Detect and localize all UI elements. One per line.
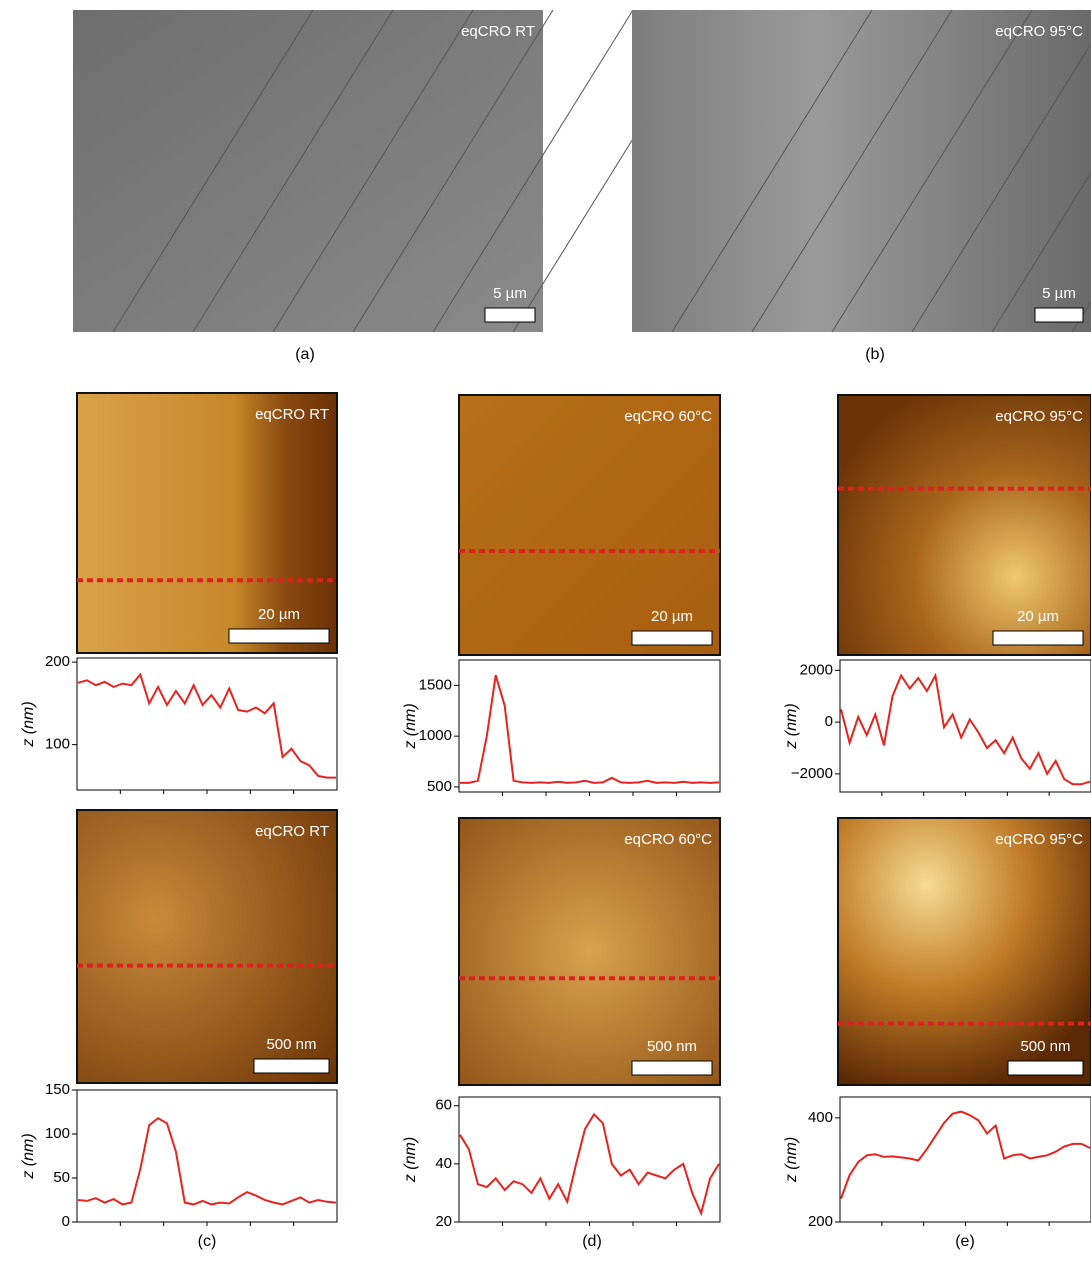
scale-bar xyxy=(632,1061,712,1075)
profile xyxy=(78,675,336,778)
profile xyxy=(78,1118,336,1204)
panel-label: eqCRO 60°C xyxy=(624,408,712,425)
plot-frame xyxy=(77,658,337,790)
profile xyxy=(460,675,719,783)
y-tick-label: 50 xyxy=(53,1169,70,1186)
scale-bar xyxy=(485,308,535,322)
plot-frame xyxy=(840,1097,1091,1222)
y-axis-label: z (nm) xyxy=(402,1137,419,1183)
y-tick-label: 1000 xyxy=(419,727,452,744)
micrograph: eqCRO RT 5 µm xyxy=(73,10,713,332)
micrograph: eqCRO 95°C 20 µm xyxy=(838,395,1091,655)
y-tick-label: 500 xyxy=(427,778,452,795)
scale-label: 5 µm xyxy=(1042,285,1076,302)
figure: eqCRO RT5 µmeqCRO 95°C5 µmeqCRO RT20 µme… xyxy=(0,0,1091,1257)
y-axis-label: z (nm) xyxy=(783,703,800,749)
panel-label: eqCRO 60°C xyxy=(624,831,712,848)
y-axis-label: z (nm) xyxy=(783,1137,800,1183)
y-tick-label: 100 xyxy=(45,736,70,753)
y-tick-label: 20 xyxy=(435,1213,452,1230)
y-tick-label: 2000 xyxy=(800,661,833,678)
scale-label: 20 µm xyxy=(1017,608,1059,625)
profile-chart: 20 40 60 z (nm) xyxy=(402,1097,720,1230)
panel-label: eqCRO 95°C xyxy=(995,23,1083,40)
caption: (e) xyxy=(955,1233,975,1250)
micrograph: eqCRO 60°C 20 µm xyxy=(459,395,720,655)
y-tick-label: 0 xyxy=(62,1213,70,1230)
scale-bar xyxy=(254,1059,329,1073)
profile xyxy=(841,676,1090,785)
caption: (b) xyxy=(865,346,885,363)
profile-chart: 200 400 z (nm) xyxy=(783,1097,1091,1230)
profile-chart: −2000 0 2000 z (nm) xyxy=(783,660,1091,796)
caption: (d) xyxy=(582,1233,602,1250)
y-tick-label: 200 xyxy=(808,1213,833,1230)
profile-chart: 100 200 z (nm) xyxy=(20,653,337,794)
scale-label: 500 nm xyxy=(647,1038,697,1055)
y-axis-label: z (nm) xyxy=(20,701,37,747)
panel-label: eqCRO RT xyxy=(255,823,329,840)
y-tick-label: 200 xyxy=(45,653,70,670)
y-tick-label: 40 xyxy=(435,1155,452,1172)
y-tick-label: 150 xyxy=(45,1081,70,1098)
scale-label: 20 µm xyxy=(651,608,693,625)
scale-label: 20 µm xyxy=(258,606,300,623)
micrograph: eqCRO RT 20 µm xyxy=(77,393,337,653)
scale-bar xyxy=(1008,1061,1083,1075)
page: eqCRO RT5 µmeqCRO 95°C5 µmeqCRO RT20 µme… xyxy=(0,0,1091,1262)
caption: (a) xyxy=(295,346,315,363)
y-axis-label: z (nm) xyxy=(402,703,419,749)
y-axis-label: z (nm) xyxy=(20,1133,37,1179)
scale-label: 5 µm xyxy=(493,285,527,302)
scale-label: 500 nm xyxy=(1020,1038,1070,1055)
profile-chart: 0 50 100 150 z (nm) xyxy=(20,1081,337,1230)
y-tick-label: 0 xyxy=(825,713,833,730)
y-tick-label: −2000 xyxy=(791,765,833,782)
y-tick-label: 400 xyxy=(808,1109,833,1126)
panel-label: eqCRO RT xyxy=(255,406,329,423)
plot-frame xyxy=(459,1097,720,1222)
profile xyxy=(841,1112,1090,1199)
scale-bar xyxy=(1035,308,1083,322)
panel-label: eqCRO 95°C xyxy=(995,408,1083,425)
caption: (c) xyxy=(198,1233,217,1250)
panel-label: eqCRO 95°C xyxy=(995,831,1083,848)
scale-label: 500 nm xyxy=(266,1036,316,1053)
panel-label: eqCRO RT xyxy=(461,23,535,40)
profile xyxy=(460,1114,719,1213)
micrograph: eqCRO RT 500 nm xyxy=(77,810,337,1083)
micrograph: eqCRO 95°C 5 µm xyxy=(632,10,1091,332)
micrograph: eqCRO 95°C 500 nm xyxy=(838,818,1091,1085)
scale-bar xyxy=(229,629,329,643)
scale-bar xyxy=(993,631,1083,645)
scale-bar xyxy=(632,631,712,645)
y-tick-label: 1500 xyxy=(419,676,452,693)
y-tick-label: 60 xyxy=(435,1097,452,1114)
micrograph: eqCRO 60°C 500 nm xyxy=(459,818,720,1085)
y-tick-label: 100 xyxy=(45,1125,70,1142)
plot-frame xyxy=(459,660,720,792)
